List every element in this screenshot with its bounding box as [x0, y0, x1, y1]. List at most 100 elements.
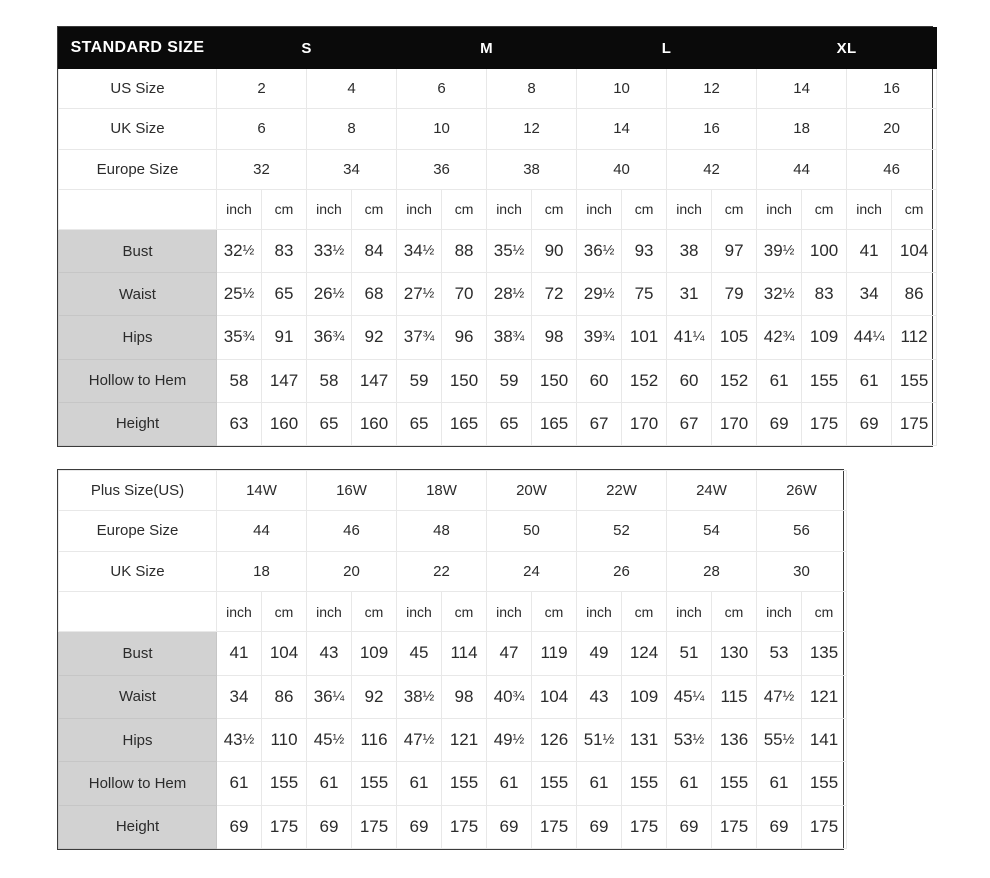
measurement-cell: 175 — [801, 804, 847, 850]
size-value: 50 — [486, 510, 577, 552]
measurement-cell: 53 — [756, 631, 802, 676]
measurement-cell: 44¼ — [846, 315, 893, 360]
measurement-cell: 67 — [666, 401, 713, 447]
measurement-cell: 155 — [441, 761, 487, 806]
row-label-height: Height — [58, 804, 217, 850]
unit-header-inch-6: inch — [486, 590, 532, 633]
measurement-cell: 141 — [801, 717, 847, 763]
unit-header-cm-9: cm — [621, 188, 668, 230]
measurement-cell: 75 — [621, 272, 668, 317]
size-value: 48 — [396, 510, 487, 552]
measurement-cell: 58 — [306, 358, 352, 403]
measurement-cell: 61 — [756, 358, 803, 403]
measurement-cell: 61 — [396, 761, 442, 806]
measurement-cell: 45 — [396, 631, 442, 676]
size-value: 18 — [216, 550, 307, 592]
measurement-cell: 150 — [531, 358, 578, 403]
measurement-cell: 155 — [621, 761, 667, 806]
measurement-cell: 35¾ — [216, 315, 262, 360]
measurement-cell: 69 — [846, 401, 893, 447]
measurement-cell: 98 — [531, 315, 578, 360]
measurement-cell: 41 — [216, 631, 262, 676]
row-label-waist: Waist — [58, 272, 217, 317]
measurement-cell: 47½ — [756, 674, 802, 719]
measurement-cell: 38½ — [396, 674, 442, 719]
size-value: 42 — [666, 148, 758, 190]
size-value: 12 — [486, 108, 578, 150]
measurement-cell: 39¾ — [576, 315, 623, 360]
measurement-cell: 135 — [801, 631, 847, 676]
unit-header-cm-11: cm — [711, 188, 758, 230]
measurement-cell: 155 — [801, 761, 847, 806]
unit-header-inch-10: inch — [666, 188, 713, 230]
measurement-cell: 25½ — [216, 272, 262, 317]
size-value: 36 — [396, 148, 488, 190]
measurement-cell: 84 — [350, 228, 398, 274]
measurement-cell: 97 — [711, 228, 758, 274]
size-value: 46 — [846, 148, 938, 190]
measurement-cell: 61 — [576, 761, 622, 806]
unit-header-cm-5: cm — [441, 188, 488, 230]
measurement-cell: 92 — [351, 674, 397, 719]
measurement-cell: 47 — [486, 631, 532, 676]
measurement-cell: 110 — [261, 717, 307, 763]
measurement-cell: 40¾ — [486, 674, 532, 719]
measurement-cell: 32½ — [216, 228, 262, 274]
measurement-row-hips: Hips 43½ 110 45½ 116 47½ 121 49½ 126 51½ 131 53½ 136… — [58, 717, 847, 763]
measurement-cell: 36¼ — [306, 674, 352, 719]
size-value: 56 — [756, 510, 847, 552]
size-value: 18 — [756, 108, 848, 150]
size-value: 24 — [486, 550, 577, 592]
measurement-cell: 175 — [801, 401, 848, 447]
measurement-cell: 86 — [891, 272, 938, 317]
standard-size-chart: STANDARD SIZE S M L XL US Size 2 4 6 8 10 12 14 16 UK … — [57, 26, 938, 447]
size-value: 26W — [756, 469, 847, 512]
measurement-cell: 147 — [350, 358, 398, 403]
row-label-uk-size: UK Size — [58, 108, 217, 150]
size-value: 22 — [396, 550, 487, 592]
measurement-row-hollow-to-hem: Hollow to Hem 58 147 58 147 59 150 59 150 60 152 60… — [58, 358, 938, 403]
measurement-cell: 51 — [666, 631, 712, 676]
measurement-cell: 119 — [531, 631, 577, 676]
size-value: 22W — [576, 469, 667, 512]
size-value: 14 — [756, 68, 848, 110]
unit-header-cm-1: cm — [261, 188, 307, 230]
measurement-cell: 96 — [441, 315, 488, 360]
measurement-cell: 43 — [576, 674, 622, 719]
size-value: 30 — [756, 550, 847, 592]
measurement-cell: 61 — [216, 761, 262, 806]
unit-header-inch-4: inch — [396, 188, 443, 230]
measurement-cell: 131 — [621, 717, 667, 763]
measurement-cell: 28½ — [486, 272, 533, 317]
measurement-cell: 155 — [801, 358, 848, 403]
standard-header-band: STANDARD SIZE S M L XL — [58, 26, 938, 70]
measurement-cell: 160 — [261, 401, 307, 447]
measurement-cell: 104 — [891, 228, 938, 274]
measurement-cell: 155 — [891, 358, 938, 403]
measurement-cell: 88 — [441, 228, 488, 274]
measurement-cell: 100 — [801, 228, 848, 274]
measurement-cell: 175 — [531, 804, 577, 850]
measurement-cell: 49½ — [486, 717, 532, 763]
size-row-uk-size: UK Size 18 20 22 24 26 28 30 — [58, 550, 847, 592]
size-group-s: S — [215, 26, 398, 70]
row-label-waist: Waist — [58, 674, 217, 719]
unit-header-cm-3: cm — [351, 590, 397, 633]
unit-header-inch-10: inch — [666, 590, 712, 633]
size-value: 40 — [576, 148, 668, 190]
measurement-cell: 38 — [666, 228, 713, 274]
measurement-cell: 47½ — [396, 717, 442, 763]
size-row-europe-size: Europe Size 32 34 36 38 40 42 44 46 — [58, 148, 938, 190]
size-value: 26 — [576, 550, 667, 592]
size-value: 12 — [666, 68, 758, 110]
measurement-cell: 170 — [621, 401, 668, 447]
measurement-cell: 27½ — [396, 272, 443, 317]
measurement-cell: 175 — [711, 804, 757, 850]
measurement-cell: 147 — [261, 358, 307, 403]
size-value: 4 — [305, 68, 398, 110]
row-label-bust: Bust — [58, 228, 217, 274]
measurement-cell: 69 — [666, 804, 712, 850]
size-group-m: M — [396, 26, 578, 70]
measurement-cell: 69 — [576, 804, 622, 850]
unit-header-cm-7: cm — [531, 590, 577, 633]
